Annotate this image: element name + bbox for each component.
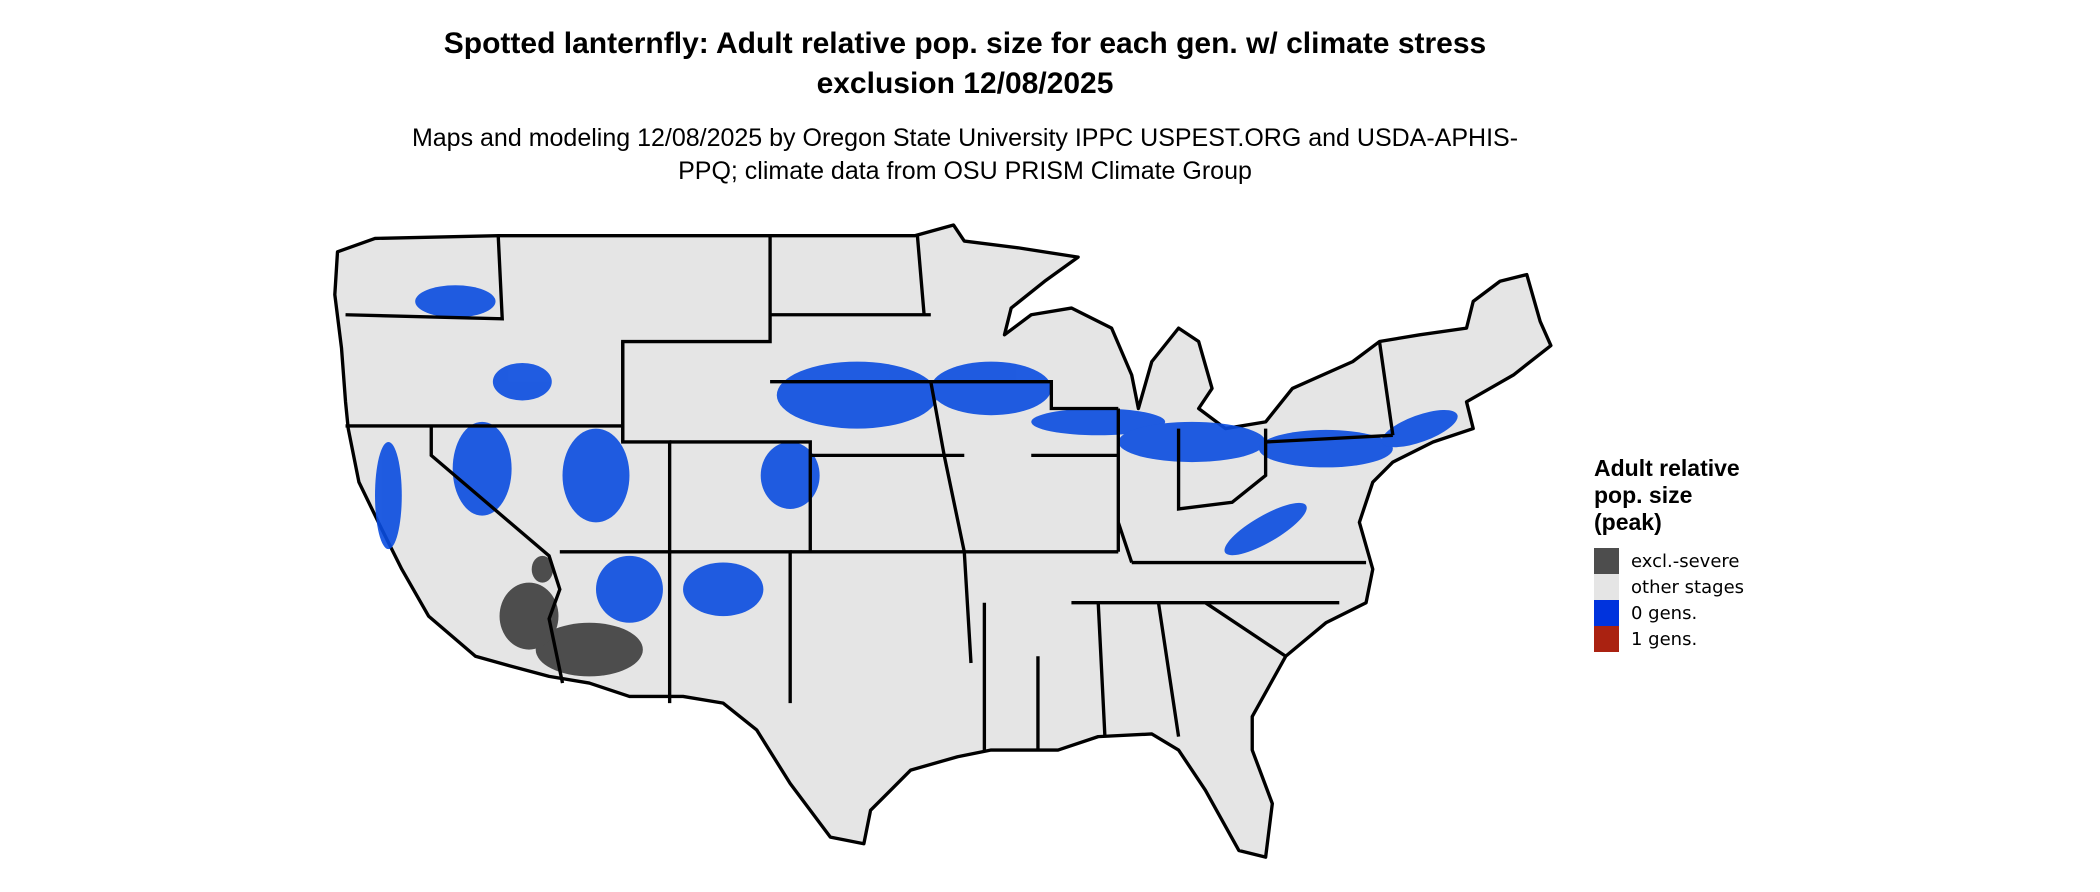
legend-swatch <box>1594 626 1619 652</box>
excluded-severe-areas <box>499 555 643 677</box>
legend-swatch <box>1594 574 1619 600</box>
legend-title: Adult relative pop. size (peak) <box>1594 455 1740 535</box>
legend-swatch <box>1594 600 1619 626</box>
state-borders <box>345 235 1395 751</box>
map-title: Spotted lanternfly: Adult relative pop. … <box>443 27 1487 100</box>
legend-label: 1 gens. <box>1631 628 1698 650</box>
legend-item-other-stages: other stages <box>1594 574 1744 600</box>
us-outline <box>333 223 1553 859</box>
legend-label: excl.-severe <box>1631 550 1740 572</box>
legend-label: other stages <box>1631 576 1745 598</box>
legend-item-0-gens: 0 gens. <box>1594 600 1744 626</box>
legend-item-1-gens: 1 gens. <box>1594 626 1744 652</box>
map-subtitle: Maps and modeling 12/08/2025 by Oregon S… <box>411 124 1519 185</box>
legend-swatch <box>1594 548 1619 574</box>
legend-label: 0 gens. <box>1631 602 1698 624</box>
legend-item-excl-severe: excl.-severe <box>1594 548 1744 574</box>
blue-zero-gens-areas <box>375 285 1458 623</box>
legend: Adult relative pop. size (peak) excl.-se… <box>1594 455 1744 652</box>
